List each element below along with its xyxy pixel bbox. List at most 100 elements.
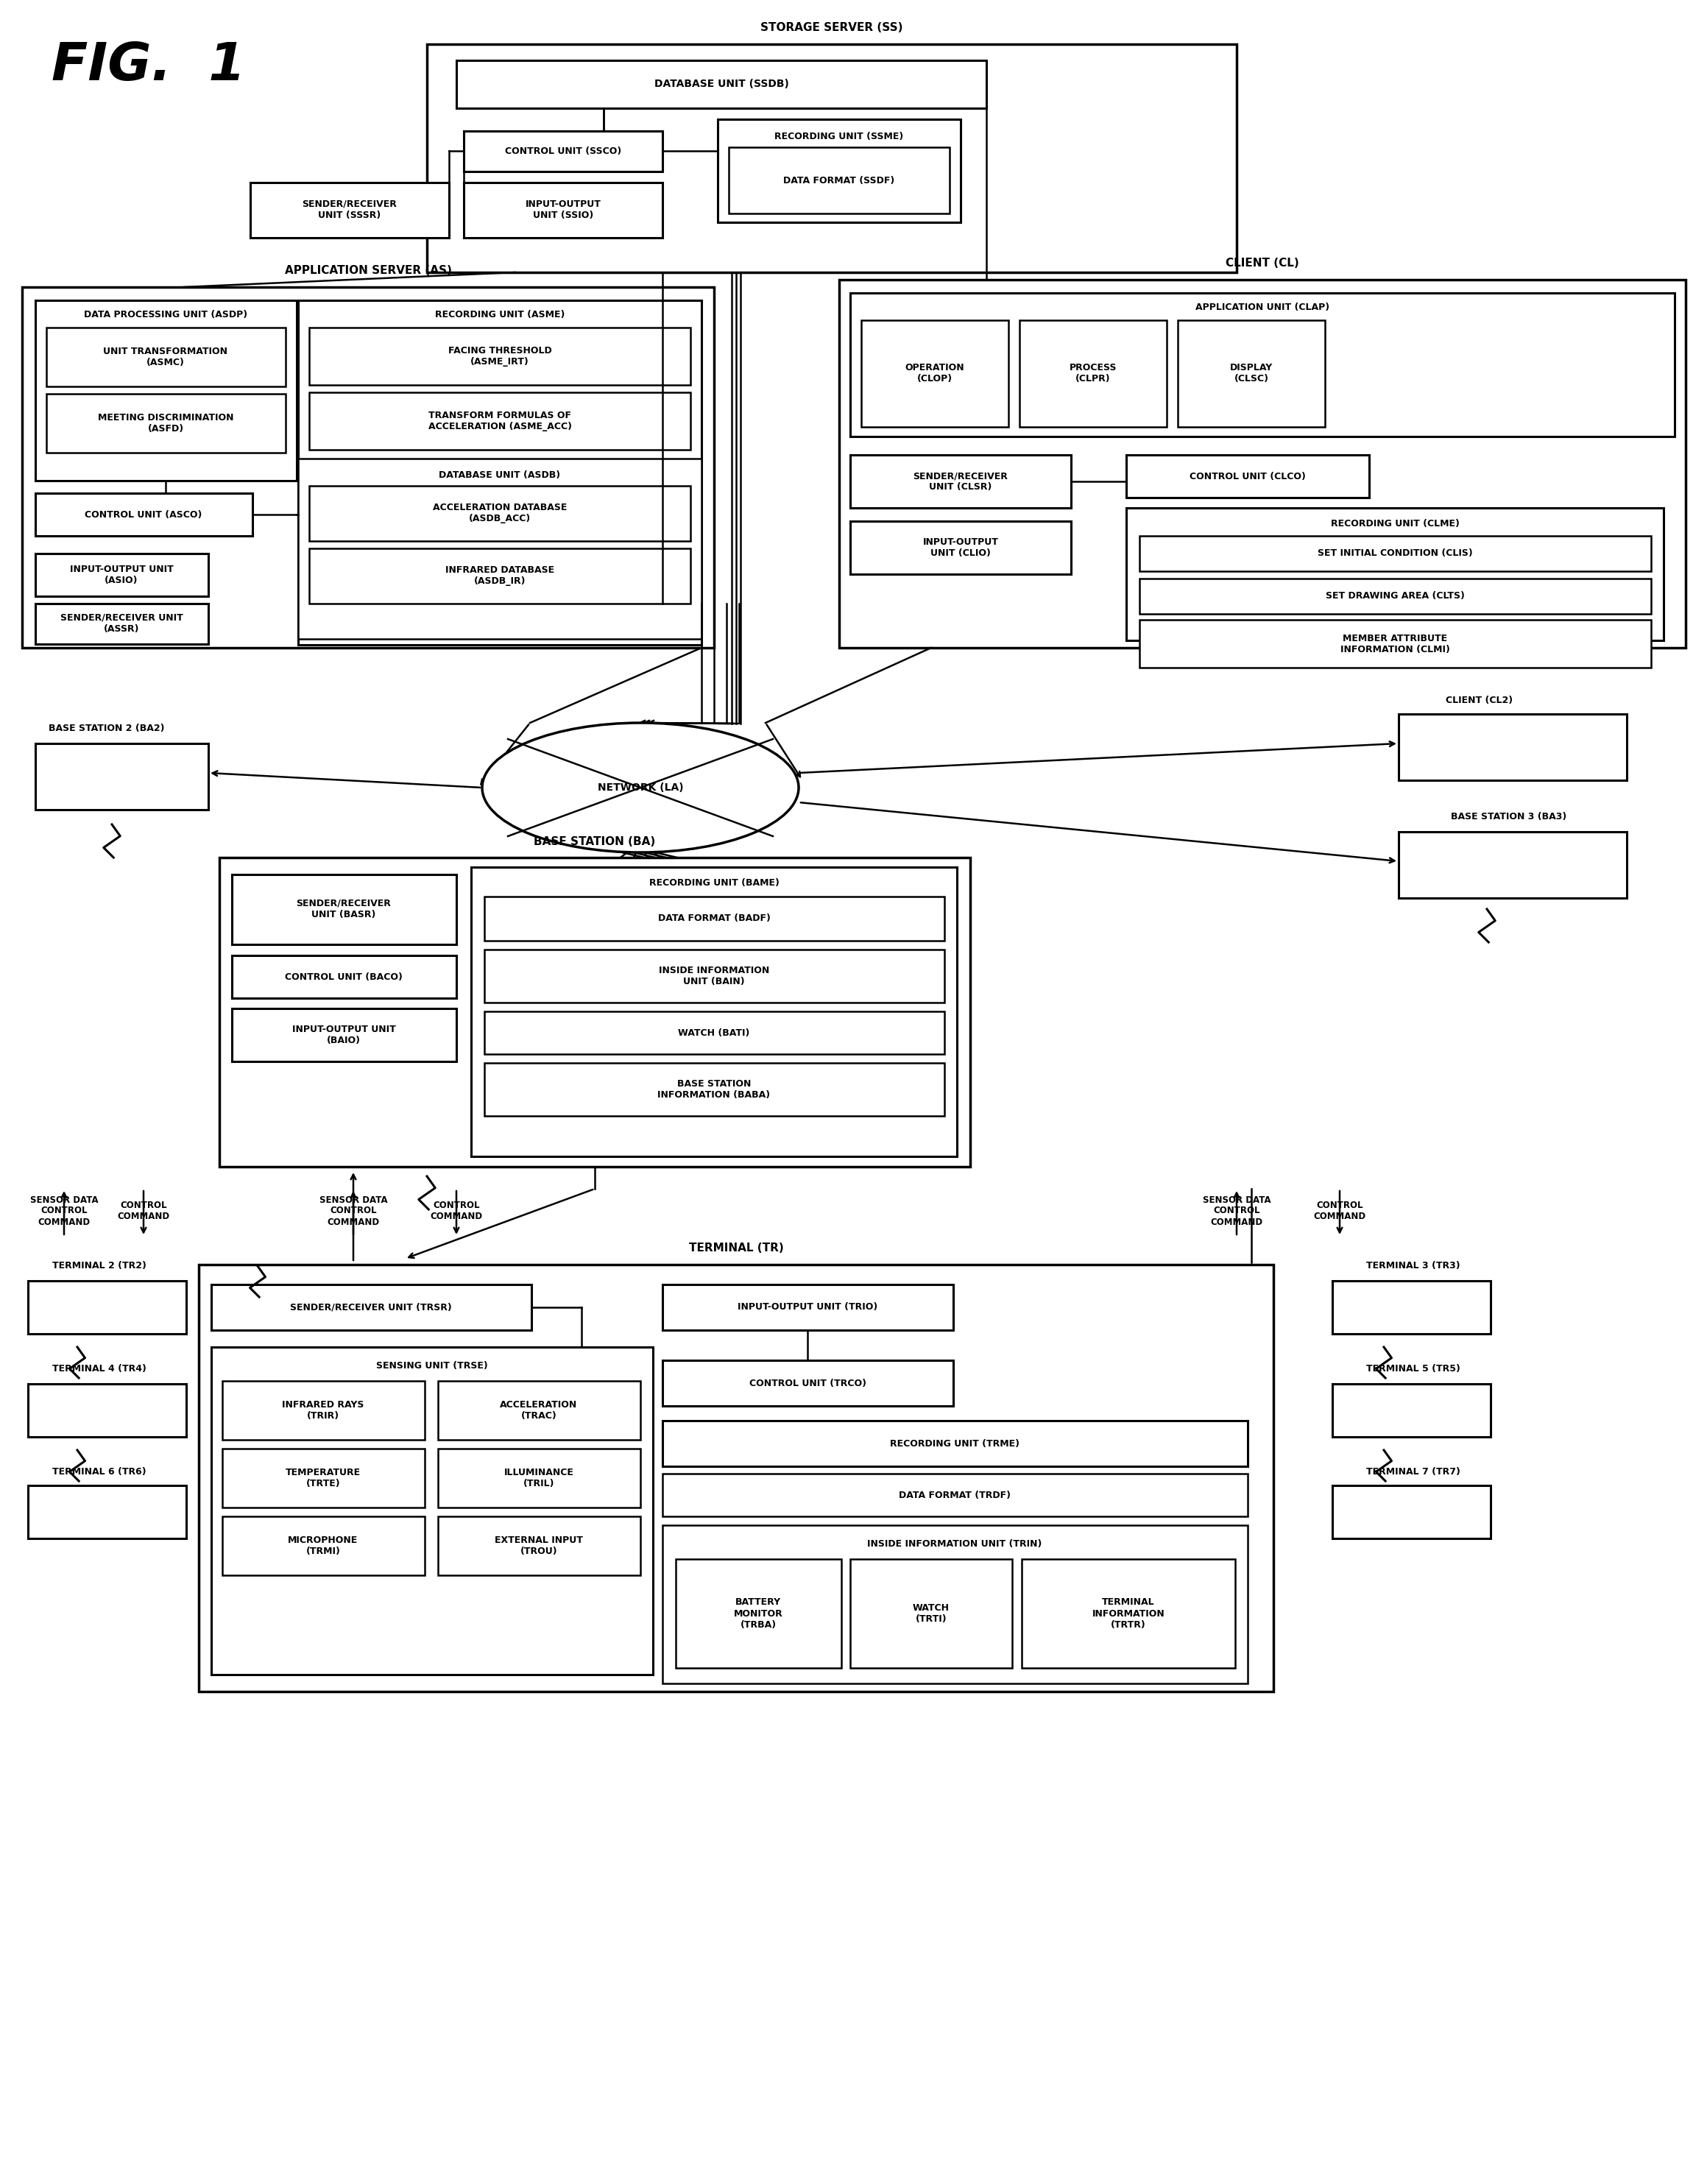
Text: RECORDING UNIT (SSME): RECORDING UNIT (SSME) [775,131,903,142]
Bar [840,280,1685,649]
Bar [850,293,1675,437]
Bar [1140,535,1651,572]
Bar [471,867,958,1155]
Text: BASE STATION 3 (BA3): BASE STATION 3 (BA3) [1451,812,1567,821]
Text: MEMBER ATTRIBUTE
INFORMATION (CLMI): MEMBER ATTRIBUTE INFORMATION (CLMI) [1340,633,1449,655]
Text: CONTROL UNIT (SSCO): CONTROL UNIT (SSCO) [505,146,621,155]
Text: SENSOR DATA
CONTROL
COMMAND: SENSOR DATA CONTROL COMMAND [1202,1195,1270,1227]
Text: CONTROL UNIT (ASCO): CONTROL UNIT (ASCO) [85,509,201,520]
Text: CLIENT (CL2): CLIENT (CL2) [1446,697,1512,705]
Bar [198,1265,1273,1693]
Bar [662,1284,953,1330]
Text: TEMPERATURE
(TRTE): TEMPERATURE (TRTE) [285,1468,360,1487]
Text: SENSOR DATA
CONTROL
COMMAND: SENSOR DATA CONTROL COMMAND [319,1195,387,1227]
Bar [232,954,456,998]
Text: SENDER/RECEIVER
UNIT (CLSR): SENDER/RECEIVER UNIT (CLSR) [913,472,1009,491]
Text: APPLICATION SERVER (AS): APPLICATION SERVER (AS) [285,266,452,277]
Text: ACCELERATION DATABASE
(ASDB_ACC): ACCELERATION DATABASE (ASDB_ACC) [432,502,567,524]
Text: DATA FORMAT (SSDF): DATA FORMAT (SSDF) [784,175,894,186]
Bar [222,1516,425,1575]
Bar [464,131,662,173]
Text: SET INITIAL CONDITION (CLIS): SET INITIAL CONDITION (CLIS) [1318,548,1473,559]
Bar [309,548,690,603]
Bar [456,61,987,109]
Text: INPUT-OUTPUT
UNIT (SSIO): INPUT-OUTPUT UNIT (SSIO) [526,199,601,221]
Bar [850,522,1070,574]
Bar [1398,832,1627,898]
Text: CONTROL
COMMAND: CONTROL COMMAND [1313,1201,1366,1221]
Bar [309,328,690,384]
Bar [27,1280,186,1334]
Bar [464,183,662,238]
Text: DATA FORMAT (TRDF): DATA FORMAT (TRDF) [900,1489,1011,1500]
Bar [1022,1559,1236,1669]
Bar [232,874,456,943]
Text: ILLUMINANCE
(TRIL): ILLUMINANCE (TRIL) [504,1468,574,1487]
Text: FACING THRESHOLD
(ASME_IRT): FACING THRESHOLD (ASME_IRT) [447,345,551,367]
Text: EXTERNAL INPUT
(TROU): EXTERNAL INPUT (TROU) [495,1535,582,1557]
Text: TERMINAL 7 (TR7): TERMINAL 7 (TR7) [1366,1468,1461,1476]
Text: UNIT TRANSFORMATION
(ASMC): UNIT TRANSFORMATION (ASMC) [104,347,227,367]
Text: TERMINAL 5 (TR5): TERMINAL 5 (TR5) [1366,1365,1461,1374]
Bar [662,1524,1248,1684]
Bar [1178,321,1325,426]
Bar [46,393,285,452]
Text: DATABASE UNIT (SSDB): DATABASE UNIT (SSDB) [654,79,789,90]
Bar [299,301,702,644]
Bar [1019,321,1166,426]
Bar [36,301,297,480]
Bar [1333,1280,1490,1334]
Text: FIG.  1: FIG. 1 [51,41,246,92]
Text: STORAGE SERVER (SS): STORAGE SERVER (SS) [761,22,903,33]
Bar [27,1385,186,1437]
Text: CONTROL
COMMAND: CONTROL COMMAND [430,1201,483,1221]
Text: MEETING DISCRIMINATION
(ASFD): MEETING DISCRIMINATION (ASFD) [97,413,234,435]
Text: RECORDING UNIT (CLME): RECORDING UNIT (CLME) [1330,520,1459,529]
Bar [729,146,949,214]
Bar [1333,1385,1490,1437]
Bar [1127,454,1369,498]
Bar [36,743,208,810]
Text: SENDER/RECEIVER
UNIT (SSSR): SENDER/RECEIVER UNIT (SSSR) [302,199,398,221]
Text: DATABASE UNIT (ASDB): DATABASE UNIT (ASDB) [439,470,560,480]
Text: CONTROL
COMMAND: CONTROL COMMAND [118,1201,169,1221]
Text: INPUT-OUTPUT UNIT (TRIO): INPUT-OUTPUT UNIT (TRIO) [737,1302,877,1313]
Text: TERMINAL 6 (TR6): TERMINAL 6 (TR6) [53,1468,147,1476]
Text: INSIDE INFORMATION
UNIT (BAIN): INSIDE INFORMATION UNIT (BAIN) [659,965,770,987]
Bar [1140,579,1651,614]
Bar [676,1559,842,1669]
Text: BATTERY
MONITOR
(TRBA): BATTERY MONITOR (TRBA) [734,1599,784,1629]
Text: PROCESS
(CLPR): PROCESS (CLPR) [1069,363,1116,384]
Text: INPUT-OUTPUT UNIT
(ASIO): INPUT-OUTPUT UNIT (ASIO) [70,566,172,585]
Text: SENDER/RECEIVER UNIT
(ASSR): SENDER/RECEIVER UNIT (ASSR) [60,614,183,633]
Text: INFRARED RAYS
(TRIR): INFRARED RAYS (TRIR) [282,1400,364,1420]
Bar [717,120,961,223]
Bar [299,459,702,640]
Text: SENSOR DATA
CONTROL
COMMAND: SENSOR DATA CONTROL COMMAND [31,1195,97,1227]
Text: WATCH (BATI): WATCH (BATI) [678,1029,749,1037]
Bar [212,1284,531,1330]
Bar [220,858,970,1166]
Bar [46,328,285,387]
Bar [439,1380,640,1439]
Text: DATA FORMAT (BADF): DATA FORMAT (BADF) [657,913,770,924]
Bar [212,1348,652,1675]
Text: BASE STATION (BA): BASE STATION (BA) [534,836,655,847]
Bar [427,44,1236,273]
Bar [22,286,714,649]
Text: CLIENT (CL): CLIENT (CL) [1226,258,1299,269]
Bar [850,1559,1012,1669]
Text: MICROPHONE
(TRMI): MICROPHONE (TRMI) [288,1535,358,1557]
Bar [662,1474,1248,1516]
Text: TERMINAL 2 (TR2): TERMINAL 2 (TR2) [53,1262,147,1271]
Bar [662,1420,1248,1465]
Text: BASE STATION
INFORMATION (BABA): BASE STATION INFORMATION (BABA) [657,1079,770,1101]
Text: INSIDE INFORMATION UNIT (TRIN): INSIDE INFORMATION UNIT (TRIN) [867,1540,1041,1548]
Text: BASE STATION 2 (BA2): BASE STATION 2 (BA2) [50,723,164,734]
Bar [1333,1485,1490,1538]
Text: APPLICATION UNIT (CLAP): APPLICATION UNIT (CLAP) [1195,304,1330,312]
Text: DISPLAY
(CLSC): DISPLAY (CLSC) [1231,363,1273,384]
Text: SENDER/RECEIVER
UNIT (BASR): SENDER/RECEIVER UNIT (BASR) [297,900,391,919]
Bar [222,1448,425,1507]
Text: CONTROL UNIT (CLCO): CONTROL UNIT (CLCO) [1190,472,1306,480]
